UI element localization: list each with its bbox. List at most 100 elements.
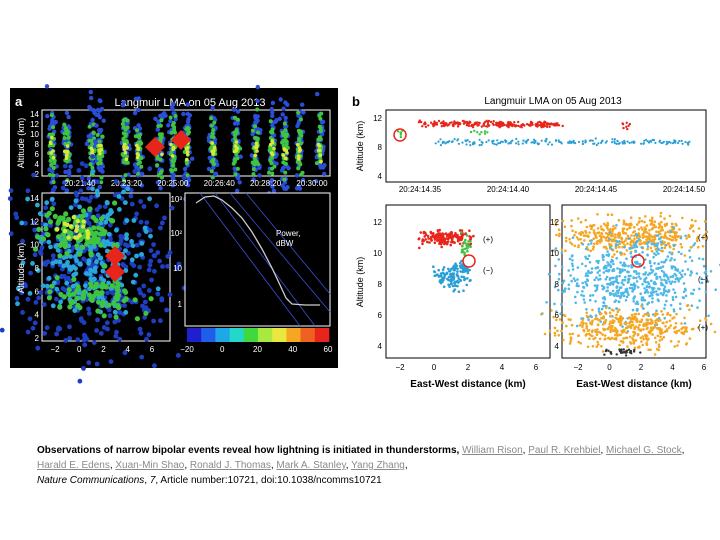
x-tick-label: −20 (180, 345, 194, 354)
lma-source-point (615, 353, 618, 356)
lma-source-point (235, 166, 240, 171)
lma-source-point (637, 328, 640, 331)
lma-source-point (419, 231, 423, 234)
lma-source-point (594, 336, 597, 340)
lma-source-point (653, 314, 657, 317)
lma-source-point (618, 242, 621, 246)
lma-source-point (447, 141, 450, 144)
lma-source-point (658, 140, 661, 143)
lma-source-point (66, 216, 72, 222)
lma-source-point (43, 205, 49, 211)
y-tick-label: 4 (555, 342, 560, 351)
lma-source-point (114, 329, 119, 335)
lma-source-point (659, 229, 663, 232)
lma-source-point (602, 267, 606, 270)
lma-source-point (635, 223, 639, 226)
y-tick-label: 2 (35, 170, 40, 179)
author-link[interactable]: Mark A. Stanley (276, 460, 346, 471)
lma-source-point (637, 326, 640, 329)
lma-source-point (124, 218, 130, 224)
lma-source-point (432, 232, 435, 235)
lma-source-point (596, 227, 600, 230)
lma-source-point (66, 235, 71, 240)
lma-source-point (51, 187, 56, 193)
lma-source-point (641, 343, 644, 347)
lma-source-point (619, 261, 622, 264)
lma-source-point (550, 309, 553, 312)
lma-source-point (679, 236, 683, 240)
lma-source-point (564, 239, 568, 243)
lma-source-point (545, 125, 549, 129)
lma-source-point (584, 247, 588, 251)
lma-source-point (42, 261, 48, 267)
author-link[interactable]: Harald E. Edens (37, 460, 110, 471)
author-link[interactable]: William Rison (462, 445, 523, 456)
lma-source-point (614, 280, 617, 283)
lma-source-point (633, 326, 636, 330)
lma-source-point (646, 323, 649, 326)
lma-source-point (609, 324, 612, 328)
author-link[interactable]: Paul R. Krehbiel (528, 445, 601, 456)
lma-source-point (84, 141, 90, 147)
lma-source-point (458, 238, 462, 241)
lma-source-point (585, 282, 588, 286)
lma-source-point (137, 133, 142, 138)
lma-source-point (590, 271, 593, 274)
lma-source-point (66, 135, 71, 140)
lma-source-point (628, 223, 632, 226)
lma-source-point (450, 140, 453, 143)
lma-source-point (185, 146, 190, 150)
lma-source-point (286, 166, 291, 171)
lma-source-point (49, 113, 54, 118)
lma-source-point (624, 354, 628, 357)
lma-source-point (703, 233, 706, 237)
lma-source-point (615, 257, 618, 260)
lma-source-point (456, 275, 460, 278)
lma-source-point (635, 234, 639, 237)
lma-source-point (151, 318, 157, 324)
lma-source-point (630, 141, 633, 144)
lma-source-point (435, 233, 439, 236)
lma-source-point (448, 232, 451, 236)
author-link[interactable]: Xuan-Min Shao (115, 460, 185, 471)
lma-source-point (91, 131, 96, 135)
lma-source-point (568, 238, 571, 241)
lma-source-point (112, 309, 118, 315)
lma-source-point (665, 328, 669, 331)
lma-source-point (584, 280, 587, 284)
panel-a-diamond-2 (171, 130, 191, 150)
author-link[interactable]: Yang Zhang (351, 460, 405, 471)
lma-source-point (642, 314, 645, 318)
lma-source-point (671, 235, 674, 239)
lma-source-point (633, 245, 636, 249)
lma-source-point (628, 335, 632, 339)
lma-source-point (186, 153, 190, 157)
lma-source-point (609, 264, 612, 268)
lma-source-point (662, 236, 665, 239)
lma-source-point (641, 233, 644, 237)
lma-source-point (65, 152, 69, 157)
lma-source-point (573, 279, 577, 283)
lma-source-point (62, 243, 68, 250)
lma-source-point (611, 283, 615, 286)
lma-source-point (492, 120, 495, 123)
lma-source-point (299, 172, 304, 177)
lma-source-point (460, 275, 464, 279)
lma-source-point (696, 245, 700, 249)
lma-source-point (600, 141, 603, 144)
lma-source-point (318, 126, 323, 131)
lma-source-point (556, 124, 559, 127)
author-link[interactable]: Ronald J. Thomas (189, 460, 271, 471)
author-link[interactable]: Michael G. Stock (606, 445, 682, 456)
panel-b-right-xlabel: East-West distance (km) (576, 379, 691, 390)
lma-source-point (155, 156, 160, 161)
lma-source-point (151, 253, 157, 259)
lma-source-point (535, 124, 538, 128)
x-tick-label: 60 (324, 345, 333, 354)
lma-source-point (454, 121, 458, 125)
lma-source-point (437, 140, 440, 143)
lma-source-point (638, 345, 641, 349)
lma-source-point (95, 317, 100, 323)
x-tick-label: −2 (395, 363, 405, 372)
lma-source-point (625, 321, 628, 325)
